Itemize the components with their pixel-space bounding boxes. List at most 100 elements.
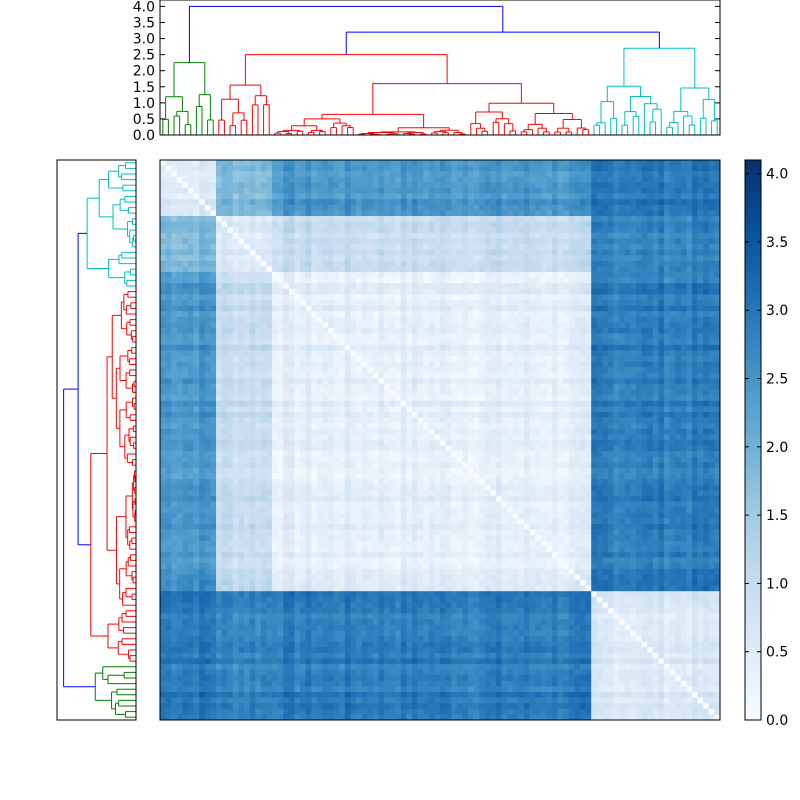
heatmap-cell (160, 300, 166, 306)
heatmap-cell (568, 294, 575, 301)
heatmap-cell (669, 412, 676, 418)
heatmap-cell (608, 193, 614, 200)
heatmap-cell (546, 300, 553, 306)
heatmap-cell (283, 249, 290, 256)
heatmap-cell (350, 384, 357, 390)
heatmap-cell (456, 434, 463, 441)
heatmap-cell (221, 171, 228, 178)
heatmap-cell (384, 361, 390, 368)
heatmap-cell (641, 232, 648, 239)
heatmap-cell (568, 372, 575, 379)
heatmap-cell (675, 283, 682, 290)
heatmap-cell (658, 344, 665, 351)
heatmap-cell (328, 339, 334, 346)
heatmap-cell (277, 199, 284, 206)
heatmap-cell (714, 171, 721, 178)
heatmap-cell (160, 221, 166, 228)
heatmap-cell (624, 294, 631, 301)
heatmap-cell (361, 300, 368, 306)
heatmap-cell (557, 400, 564, 407)
heatmap-cell (552, 367, 558, 374)
heatmap-cell (322, 300, 329, 306)
heatmap-cell (266, 417, 273, 424)
heatmap-cell (400, 350, 407, 357)
heatmap-cell (434, 344, 441, 351)
heatmap-cell (260, 266, 267, 273)
heatmap-cell (507, 266, 514, 273)
heatmap-cell (227, 372, 234, 379)
heatmap-cell (434, 294, 441, 301)
heatmap-cell (216, 165, 222, 172)
heatmap-cell (451, 260, 458, 267)
heatmap-cell (680, 249, 687, 256)
heatmap-cell (468, 356, 474, 362)
heatmap-cell (641, 260, 648, 267)
heatmap-cell (591, 204, 598, 211)
heatmap-cell (714, 232, 721, 239)
heatmap-cell (664, 328, 670, 334)
heatmap-cell (417, 400, 424, 407)
heatmap-cell (574, 160, 581, 166)
heatmap-cell (311, 333, 318, 340)
heatmap-cell (568, 176, 575, 183)
heatmap-cell (199, 204, 206, 211)
heatmap-cell (232, 389, 239, 396)
heatmap-cell (339, 210, 346, 217)
heatmap-cell (440, 434, 446, 441)
heatmap-cell (473, 322, 480, 329)
heatmap-cell (479, 344, 486, 351)
heatmap-cell (708, 406, 715, 413)
heatmap-cell (350, 417, 357, 424)
heatmap-cell (294, 434, 301, 441)
heatmap-cell (580, 328, 586, 334)
heatmap-cell (591, 188, 598, 194)
heatmap-cell (585, 210, 592, 217)
heatmap-cell (367, 283, 374, 290)
heatmap-cell (417, 417, 424, 424)
heatmap-cell (591, 182, 598, 189)
heatmap-cell (356, 316, 362, 323)
heatmap-cell (344, 389, 351, 396)
heatmap-cell (428, 367, 435, 374)
heatmap-cell (249, 328, 256, 334)
heatmap-cell (305, 199, 312, 206)
heatmap-cell (496, 255, 502, 262)
heatmap-cell (193, 434, 200, 441)
heatmap-cell (692, 188, 698, 194)
heatmap-cell (468, 182, 474, 189)
heatmap-cell (585, 322, 592, 329)
heatmap-cell (260, 300, 267, 306)
heatmap-cell (557, 260, 564, 267)
heatmap-cell (563, 305, 570, 312)
heatmap-cell (434, 204, 441, 211)
heatmap-cell (641, 412, 648, 418)
heatmap-cell (428, 216, 435, 222)
heatmap-cell (546, 328, 553, 334)
heatmap-cell (468, 165, 474, 172)
heatmap-cell (249, 216, 256, 222)
heatmap-cell (356, 232, 362, 239)
heatmap-cell (389, 356, 396, 362)
heatmap-cell (249, 344, 256, 351)
heatmap-cell (199, 417, 206, 424)
heatmap-cell (473, 176, 480, 183)
heatmap-cell (580, 400, 586, 407)
heatmap-cell (585, 232, 592, 239)
heatmap-cell (552, 311, 558, 318)
heatmap-cell (266, 272, 273, 278)
heatmap-cell (680, 216, 687, 222)
heatmap-cell (669, 356, 676, 362)
heatmap-cell (708, 288, 715, 295)
heatmap-cell (344, 428, 351, 435)
heatmap-cell (591, 423, 598, 430)
heatmap-cell (288, 423, 295, 430)
heatmap-cell (255, 316, 262, 323)
heatmap-cell (322, 350, 329, 357)
heatmap-cell (714, 328, 721, 334)
heatmap-cell (361, 322, 368, 329)
heatmap-cell (176, 428, 183, 435)
heatmap-cell (423, 277, 430, 284)
heatmap-cell (350, 406, 357, 413)
heatmap-cell (451, 277, 458, 284)
heatmap-cell (210, 216, 217, 222)
